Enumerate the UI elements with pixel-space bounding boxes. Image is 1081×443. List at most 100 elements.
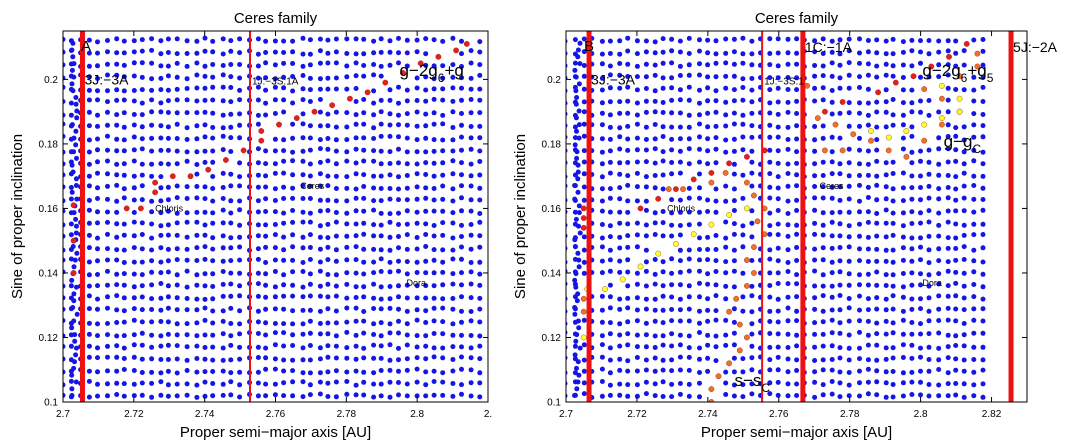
data-point bbox=[174, 332, 180, 338]
yellow-data-point bbox=[602, 286, 608, 292]
data-point bbox=[677, 269, 683, 275]
data-point bbox=[812, 137, 818, 143]
data-point bbox=[344, 391, 350, 397]
data-point bbox=[677, 136, 683, 142]
data-point bbox=[174, 220, 180, 226]
data-point bbox=[961, 48, 967, 54]
data-point bbox=[890, 259, 896, 265]
data-point bbox=[281, 85, 287, 91]
data-point bbox=[255, 121, 261, 127]
data-point bbox=[660, 75, 666, 81]
data-point bbox=[572, 37, 578, 43]
data-point bbox=[114, 234, 120, 240]
data-point bbox=[829, 184, 835, 190]
data-point bbox=[69, 386, 75, 392]
yellow-data-point bbox=[637, 263, 644, 270]
data-point bbox=[723, 60, 729, 66]
data-point bbox=[263, 294, 269, 300]
data-point bbox=[378, 97, 384, 103]
data-point bbox=[669, 210, 675, 216]
data-point bbox=[387, 330, 393, 336]
data-point bbox=[660, 357, 666, 363]
data-point bbox=[697, 185, 702, 191]
data-point bbox=[945, 122, 951, 128]
yellow-data-point bbox=[921, 121, 928, 128]
data-point bbox=[767, 62, 773, 68]
data-point bbox=[220, 345, 226, 351]
data-point bbox=[581, 368, 587, 374]
data-point bbox=[361, 36, 367, 42]
data-point bbox=[220, 170, 226, 176]
data-point bbox=[333, 343, 339, 349]
data-point bbox=[617, 99, 623, 105]
data-point bbox=[634, 170, 640, 176]
data-point bbox=[926, 159, 932, 165]
data-point bbox=[459, 308, 464, 314]
data-point bbox=[228, 135, 234, 141]
data-point bbox=[255, 63, 261, 69]
data-point bbox=[846, 345, 852, 351]
data-point bbox=[333, 320, 339, 326]
data-point bbox=[63, 49, 66, 55]
data-point bbox=[74, 223, 79, 229]
data-point bbox=[139, 283, 145, 289]
panel-a: Ceres family Proper semi−major axis [AU]… bbox=[9, 10, 492, 441]
red-data-point bbox=[822, 108, 828, 115]
data-point bbox=[325, 183, 331, 189]
data-point bbox=[450, 256, 456, 262]
data-point bbox=[785, 331, 791, 337]
data-point bbox=[945, 332, 951, 338]
data-point bbox=[333, 355, 339, 361]
data-point bbox=[423, 320, 429, 325]
data-point bbox=[909, 185, 915, 191]
data-point bbox=[325, 173, 331, 179]
data-point bbox=[105, 109, 110, 115]
data-point bbox=[95, 306, 100, 312]
data-point bbox=[255, 160, 261, 166]
data-point bbox=[121, 308, 127, 314]
resonance-label: 1C:−1A bbox=[805, 39, 853, 55]
data-point bbox=[194, 320, 200, 326]
data-point bbox=[396, 245, 401, 251]
data-point bbox=[450, 247, 456, 253]
data-point bbox=[468, 281, 474, 287]
data-point bbox=[63, 133, 66, 139]
data-point bbox=[325, 306, 331, 312]
data-point bbox=[317, 76, 323, 82]
data-point bbox=[281, 184, 287, 190]
data-point bbox=[344, 345, 350, 351]
data-point bbox=[202, 134, 208, 140]
data-point bbox=[829, 233, 835, 239]
data-point bbox=[86, 149, 92, 155]
data-point bbox=[775, 99, 781, 105]
data-point bbox=[353, 368, 359, 374]
data-point bbox=[361, 73, 367, 79]
data-point bbox=[71, 318, 77, 324]
data-point bbox=[566, 393, 568, 399]
data-point bbox=[300, 307, 306, 313]
data-point bbox=[829, 73, 835, 79]
data-point bbox=[468, 173, 474, 179]
data-point bbox=[607, 63, 613, 69]
data-point bbox=[263, 393, 269, 399]
data-point bbox=[396, 258, 401, 264]
data-point bbox=[307, 281, 313, 287]
data-point bbox=[713, 135, 719, 141]
data-point bbox=[625, 136, 631, 142]
data-point bbox=[705, 136, 711, 142]
data-point bbox=[184, 76, 190, 82]
data-point bbox=[396, 345, 401, 351]
data-point bbox=[194, 60, 200, 66]
data-point bbox=[723, 219, 729, 225]
data-point bbox=[652, 381, 658, 387]
data-point bbox=[617, 332, 623, 338]
data-point bbox=[812, 38, 818, 44]
data-point bbox=[353, 221, 359, 227]
data-point bbox=[846, 146, 852, 152]
data-point bbox=[581, 270, 587, 276]
data-point bbox=[307, 62, 313, 68]
data-point bbox=[669, 331, 675, 337]
data-point bbox=[980, 344, 986, 350]
data-point bbox=[607, 124, 613, 130]
data-point bbox=[874, 357, 880, 363]
